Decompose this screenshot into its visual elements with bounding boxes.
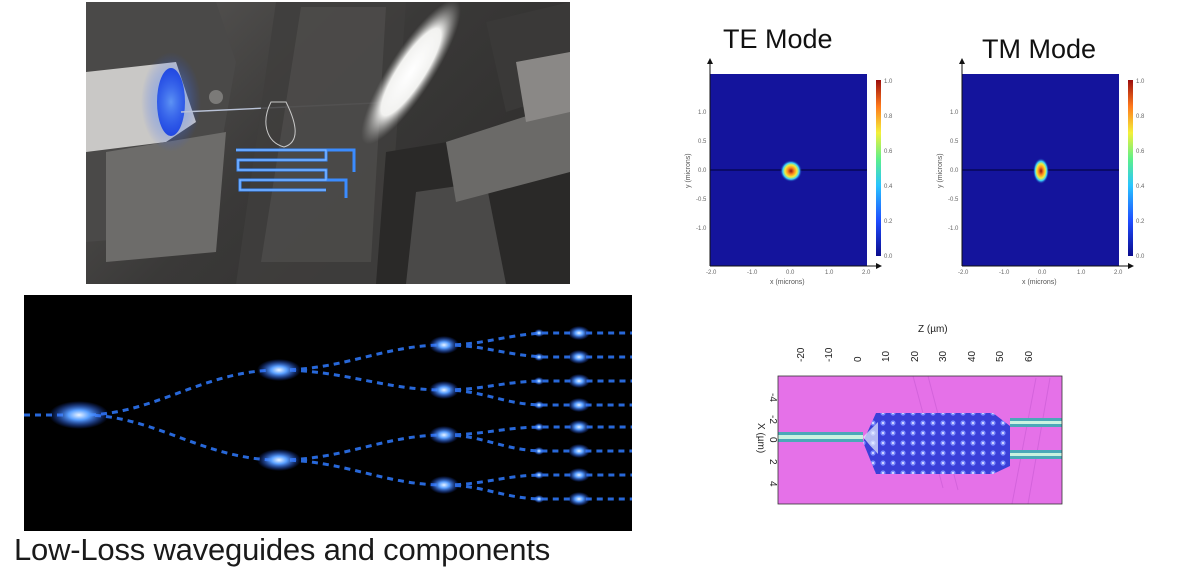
te-cbar-tick: 0.6	[884, 149, 893, 155]
sim-x-tick: 4	[767, 481, 778, 487]
tm-x-tick: 2.0	[1114, 270, 1123, 276]
tm-cbar-tick: 1.0	[1136, 79, 1145, 85]
te-mode-plot: 1.0 0.8 0.6 0.4 0.2 0.0 1.0 0.5 0.0 -0.5…	[680, 58, 910, 290]
tm-cbar-tick: 0.8	[1136, 114, 1145, 120]
te-y-label: y (microns)	[685, 153, 692, 188]
te-cbar-tick: 0.2	[884, 219, 893, 225]
te-x-tick: 1.0	[825, 270, 834, 276]
tm-y-tick: 0.0	[950, 168, 959, 174]
chip-setup-photo	[86, 2, 570, 284]
tm-x-label: x (microns)	[1022, 279, 1057, 286]
tm-y-tick: -0.5	[948, 197, 959, 203]
te-x-tick: 2.0	[862, 270, 871, 276]
te-x-tick: -2.0	[706, 270, 717, 276]
sim-z-tick: 0	[853, 356, 864, 362]
tm-cbar-tick: 0.4	[1136, 184, 1145, 190]
tm-cbar-tick: 0.0	[1136, 254, 1145, 260]
te-x-label: x (microns)	[770, 279, 805, 286]
sim-z-tick: 10	[881, 350, 892, 362]
sim-z-label: Z (µm)	[918, 324, 948, 335]
sim-x-tick: -2	[767, 415, 778, 424]
te-cbar-tick: 0.8	[884, 114, 893, 120]
mmi-simulation-plot: Z (µm) -20 -10 0 10 20 30 40 50 60 -4 -2…	[748, 318, 1078, 518]
te-y-tick: -0.5	[696, 197, 707, 203]
tm-y-tick: -1.0	[948, 226, 959, 232]
te-y-tick: -1.0	[696, 226, 707, 232]
sim-x-tick: 0	[767, 437, 778, 443]
tm-cbar-tick: 0.6	[1136, 149, 1145, 155]
tm-y-tick: 1.0	[950, 110, 959, 116]
sim-z-tick: -10	[824, 347, 835, 362]
sim-z-tick: 40	[967, 350, 978, 362]
waveguide-splitter-image	[24, 295, 632, 531]
tm-mode-title: TM Mode	[982, 34, 1097, 64]
sim-z-tick: -20	[796, 347, 807, 362]
te-x-tick: 0.0	[786, 270, 795, 276]
sim-z-tick: 30	[938, 350, 949, 362]
tm-x-tick: 1.0	[1077, 270, 1086, 276]
tm-x-tick: 0.0	[1038, 270, 1047, 276]
sim-x-tick: -4	[767, 393, 778, 402]
sim-z-tick: 20	[910, 350, 921, 362]
tm-x-tick: -2.0	[958, 270, 969, 276]
te-y-tick: 1.0	[698, 110, 707, 116]
tm-mode-plot: 1.0 0.8 0.6 0.4 0.2 0.0 1.0 0.5 0.0 -0.5…	[932, 58, 1162, 290]
te-cbar-tick: 0.0	[884, 254, 893, 260]
tm-y-tick: 0.5	[950, 139, 959, 145]
tm-cbar-tick: 0.2	[1136, 219, 1145, 225]
caption: Low-Loss waveguides and components	[14, 532, 551, 567]
te-cbar-tick: 1.0	[884, 79, 893, 85]
sim-z-tick: 60	[1024, 350, 1035, 362]
te-y-tick: 0.0	[698, 168, 707, 174]
sim-x-label: X (µm)	[755, 423, 766, 453]
tm-y-label: y (microns)	[937, 153, 944, 188]
sim-z-tick: 50	[995, 350, 1006, 362]
te-mode-title: TE Mode	[723, 24, 833, 54]
tm-x-tick: -1.0	[999, 270, 1010, 276]
te-cbar-tick: 0.4	[884, 184, 893, 190]
sim-x-tick: 2	[767, 459, 778, 465]
te-y-tick: 0.5	[698, 139, 707, 145]
te-x-tick: -1.0	[747, 270, 758, 276]
